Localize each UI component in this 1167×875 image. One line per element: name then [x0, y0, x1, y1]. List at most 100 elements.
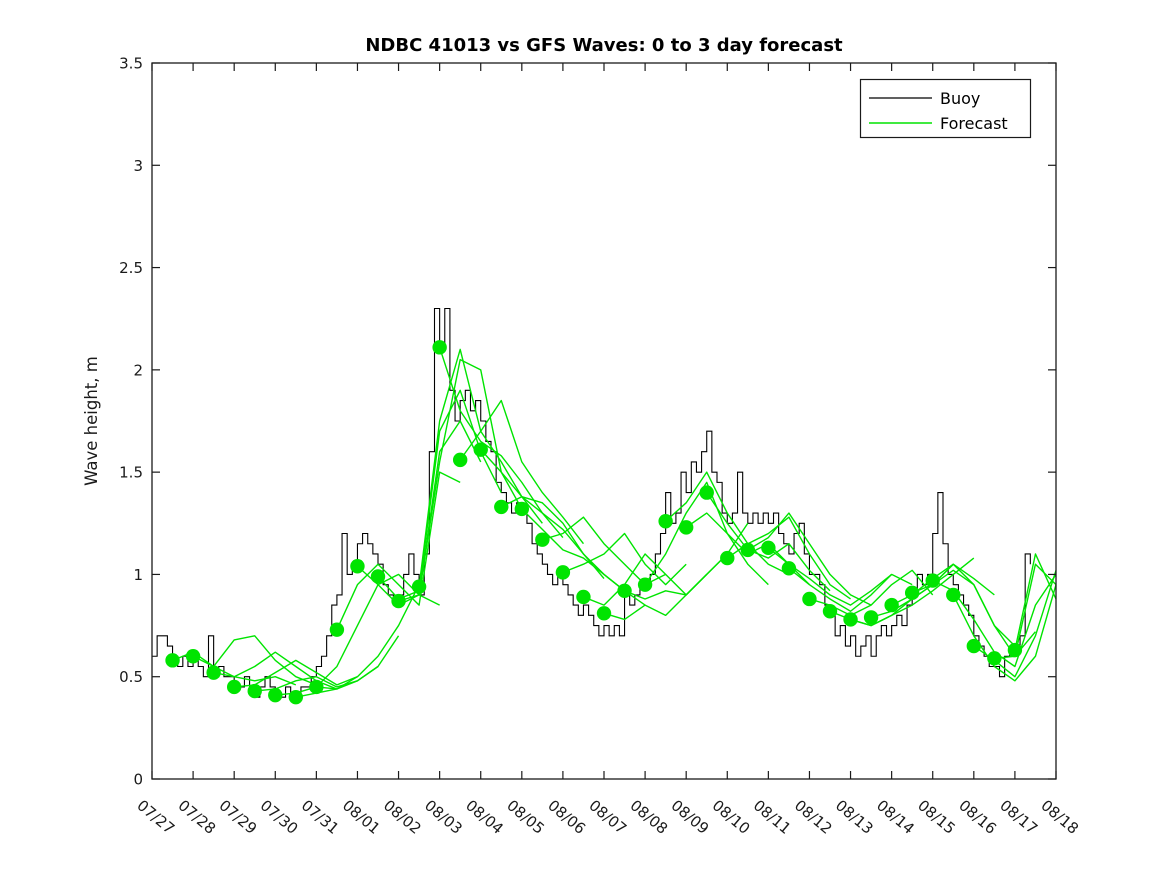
forecast-marker	[411, 579, 427, 594]
forecast-marker	[535, 532, 550, 547]
x-tick-label: 08/01	[339, 796, 384, 838]
forecast-marker	[658, 514, 673, 529]
forecast-marker-group	[165, 340, 1023, 705]
x-tick-label: 08/11	[750, 796, 795, 838]
forecast-marker	[863, 610, 879, 625]
y-tick-label: 1	[133, 566, 143, 584]
x-tick-label: 08/08	[627, 796, 672, 838]
forecast-marker	[514, 501, 530, 517]
forecast-run-line	[706, 492, 831, 592]
forecast-marker	[637, 577, 653, 592]
y-tick-label: 3	[133, 157, 143, 175]
x-tick-label: 08/10	[709, 796, 754, 838]
x-tick-label: 08/12	[791, 796, 836, 838]
forecast-marker	[452, 452, 468, 468]
buoy-series-group	[152, 307, 1031, 698]
x-tick-label: 07/29	[216, 796, 261, 838]
forecast-marker	[555, 565, 571, 580]
chart-title: NDBC 41013 vs GFS Waves: 0 to 3 day fore…	[365, 35, 843, 56]
forecast-marker	[350, 559, 365, 574]
forecast-run-line	[994, 563, 1057, 659]
forecast-run-line	[234, 659, 358, 688]
x-tick-label: 08/13	[832, 796, 877, 838]
forecast-marker	[617, 583, 632, 598]
x-tick-label: 08/05	[503, 796, 548, 838]
forecast-run-line	[952, 584, 1057, 682]
y-tick-label: 0.5	[119, 668, 143, 686]
legend-box	[859, 78, 1032, 139]
y-tick-label: 1.5	[119, 464, 143, 482]
forecast-marker	[494, 499, 509, 515]
forecast-marker	[781, 561, 797, 576]
forecast-marker	[678, 520, 694, 535]
forecast-marker	[288, 689, 304, 705]
x-tick-label: 08/17	[996, 796, 1041, 838]
x-tick-label: 07/27	[133, 796, 178, 838]
forecast-run-line	[767, 547, 893, 606]
y-tick-label: 2	[133, 361, 143, 379]
forecast-marker	[699, 485, 714, 500]
forecast-marker	[206, 665, 221, 680]
forecast-marker	[884, 597, 899, 613]
buoy-line	[152, 307, 1031, 698]
forecast-run-line	[747, 512, 872, 606]
forecast-run-line	[562, 532, 687, 586]
forecast-marker	[720, 550, 735, 566]
forecast-run-line	[973, 570, 1057, 678]
forecast-marker	[329, 622, 345, 637]
axes-group	[151, 62, 1057, 780]
legend-forecast-label: Forecast	[940, 114, 1008, 133]
forecast-marker	[802, 591, 817, 607]
forecast-marker	[822, 604, 838, 619]
y-tick-label: 2.5	[119, 259, 143, 277]
forecast-marker	[843, 612, 858, 627]
forecast-marker	[309, 679, 324, 695]
y-axis-tick-labels: 0 0.5 1 1.5 2 2.5 3 3.5	[119, 55, 143, 789]
forecast-run-line	[665, 471, 790, 576]
x-tick-label: 08/09	[668, 796, 713, 838]
x-tick-label: 07/28	[175, 796, 220, 838]
x-tick-label: 08/02	[380, 796, 425, 838]
forecast-marker	[1007, 642, 1023, 658]
forecast-marker	[761, 540, 776, 556]
forecast-marker	[226, 679, 242, 695]
forecast-run-line	[336, 471, 461, 630]
forecast-marker	[925, 573, 940, 588]
x-axis-tick-labels: 07/2707/2807/2907/3007/3108/0108/0208/03…	[133, 796, 1082, 838]
forecast-marker	[904, 585, 920, 601]
y-axis-label: Wave height, m	[82, 356, 101, 486]
x-tick-label: 07/30	[257, 796, 302, 838]
forecast-marker	[596, 606, 612, 621]
forecast-run-line	[788, 567, 913, 612]
plot-border	[151, 62, 1057, 780]
forecast-marker	[473, 442, 488, 457]
legend-buoy-label: Buoy	[940, 89, 980, 108]
forecast-run-line	[644, 481, 769, 586]
forecast-run-line	[398, 358, 523, 602]
forecast-marker	[946, 587, 961, 603]
forecast-run-line	[850, 557, 975, 627]
forecast-marker	[576, 589, 591, 605]
forecast-marker	[740, 542, 756, 558]
x-tick-label: 08/18	[1037, 796, 1082, 838]
forecast-marker	[247, 683, 262, 699]
forecast-marker	[185, 649, 201, 664]
x-tick-label: 08/06	[544, 796, 589, 838]
forecast-marker	[987, 651, 1002, 666]
legend: Buoy Forecast	[859, 78, 1032, 139]
forecast-marker	[432, 340, 447, 355]
x-tick-label: 08/07	[585, 796, 630, 838]
x-tick-label: 08/14	[873, 796, 918, 838]
y-tick-label: 0	[133, 771, 143, 789]
x-tick-label: 07/31	[298, 796, 343, 838]
x-tick-label: 08/04	[462, 796, 507, 838]
x-tick-label: 08/16	[955, 796, 1000, 838]
forecast-marker	[165, 653, 180, 668]
x-tick-label: 08/15	[914, 796, 959, 838]
y-tick-label: 3.5	[119, 55, 143, 73]
x-tick-label: 08/03	[421, 796, 466, 838]
forecast-marker	[966, 638, 982, 654]
forecast-run-line	[1014, 553, 1057, 651]
